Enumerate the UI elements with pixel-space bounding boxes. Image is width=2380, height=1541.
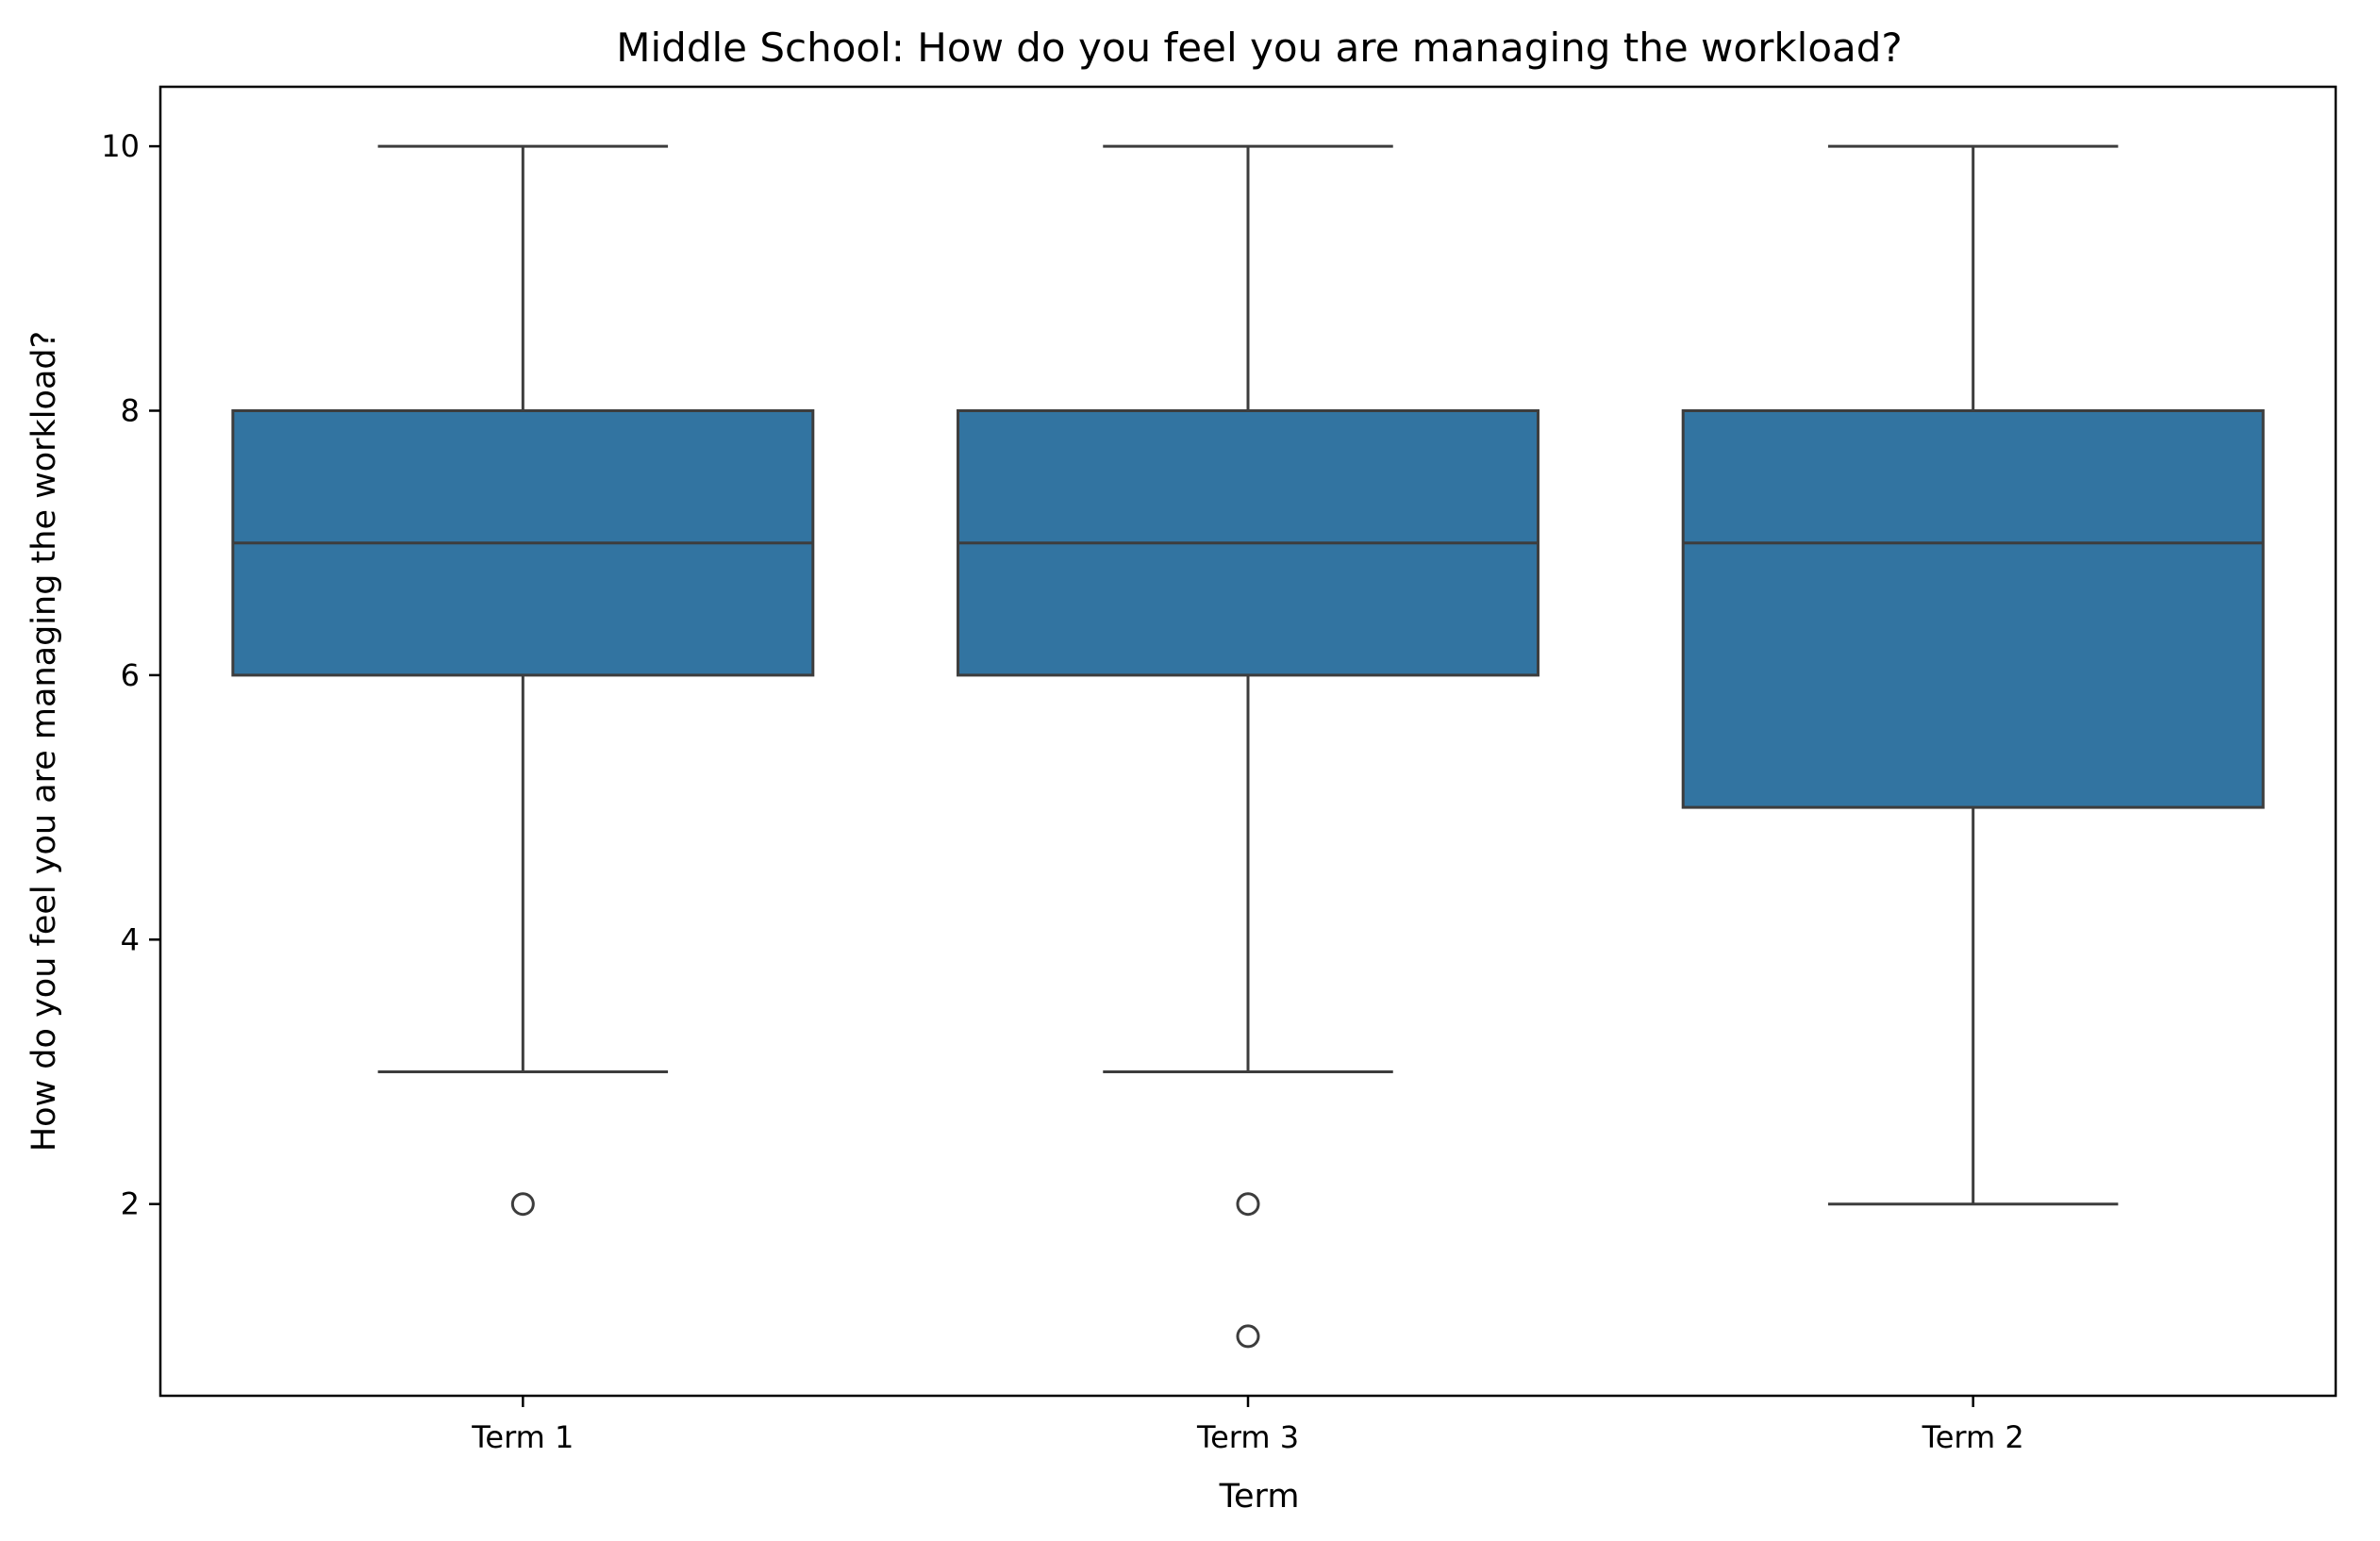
box-group [1681, 144, 2265, 1206]
x-tick-label: Term 2 [1922, 1419, 2024, 1455]
y-tick-label: 6 [121, 657, 140, 693]
outlier-point [1236, 1192, 1260, 1217]
x-tick-label: Term 1 [471, 1419, 574, 1455]
iqr-box [1681, 408, 2265, 809]
y-tick-label: 2 [121, 1186, 140, 1222]
chart-title: Middle School: How do you feel you are m… [616, 25, 1902, 71]
outlier-point [510, 1192, 535, 1217]
x-tick-label: Term 3 [1196, 1419, 1299, 1455]
box-group [957, 144, 1540, 1349]
x-axis: Term 1 Term 3 Term 2 [471, 1396, 2024, 1455]
outlier-point [1236, 1324, 1260, 1349]
x-axis-label: Term [1219, 1478, 1300, 1516]
y-axis-label: How do you feel you are managing the wor… [25, 331, 63, 1152]
y-tick-label: 8 [121, 392, 140, 428]
plot-area [231, 144, 2265, 1349]
y-tick-label: 10 [101, 128, 140, 164]
y-axis: 2 4 6 8 10 [101, 128, 160, 1222]
y-tick-label: 4 [121, 921, 140, 957]
box-group [231, 144, 815, 1217]
